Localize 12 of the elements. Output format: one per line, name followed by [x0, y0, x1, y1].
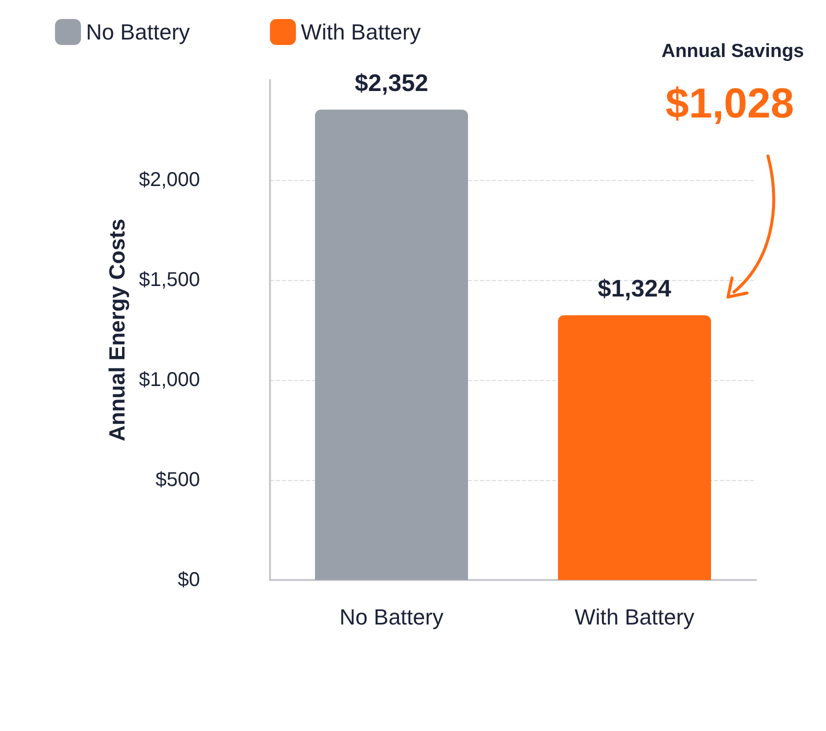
y-tick-label: $2,000 — [138, 169, 200, 191]
annotation: $1,028 — [666, 80, 794, 126]
y-tick-label: $1,500 — [138, 269, 200, 291]
legend-label: With Battery — [300, 20, 421, 44]
legend-label: No Battery — [86, 20, 190, 44]
text: Annual Savings — [661, 41, 804, 62]
text: $2,352 — [354, 70, 428, 98]
y-tick-label: $0 — [178, 569, 200, 591]
y-axis-title: Annual Energy Costs — [104, 218, 130, 442]
y-tick-label: $500 — [156, 469, 200, 491]
text: $1,324 — [598, 276, 672, 303]
y-tick-label: $1,000 — [138, 369, 200, 391]
